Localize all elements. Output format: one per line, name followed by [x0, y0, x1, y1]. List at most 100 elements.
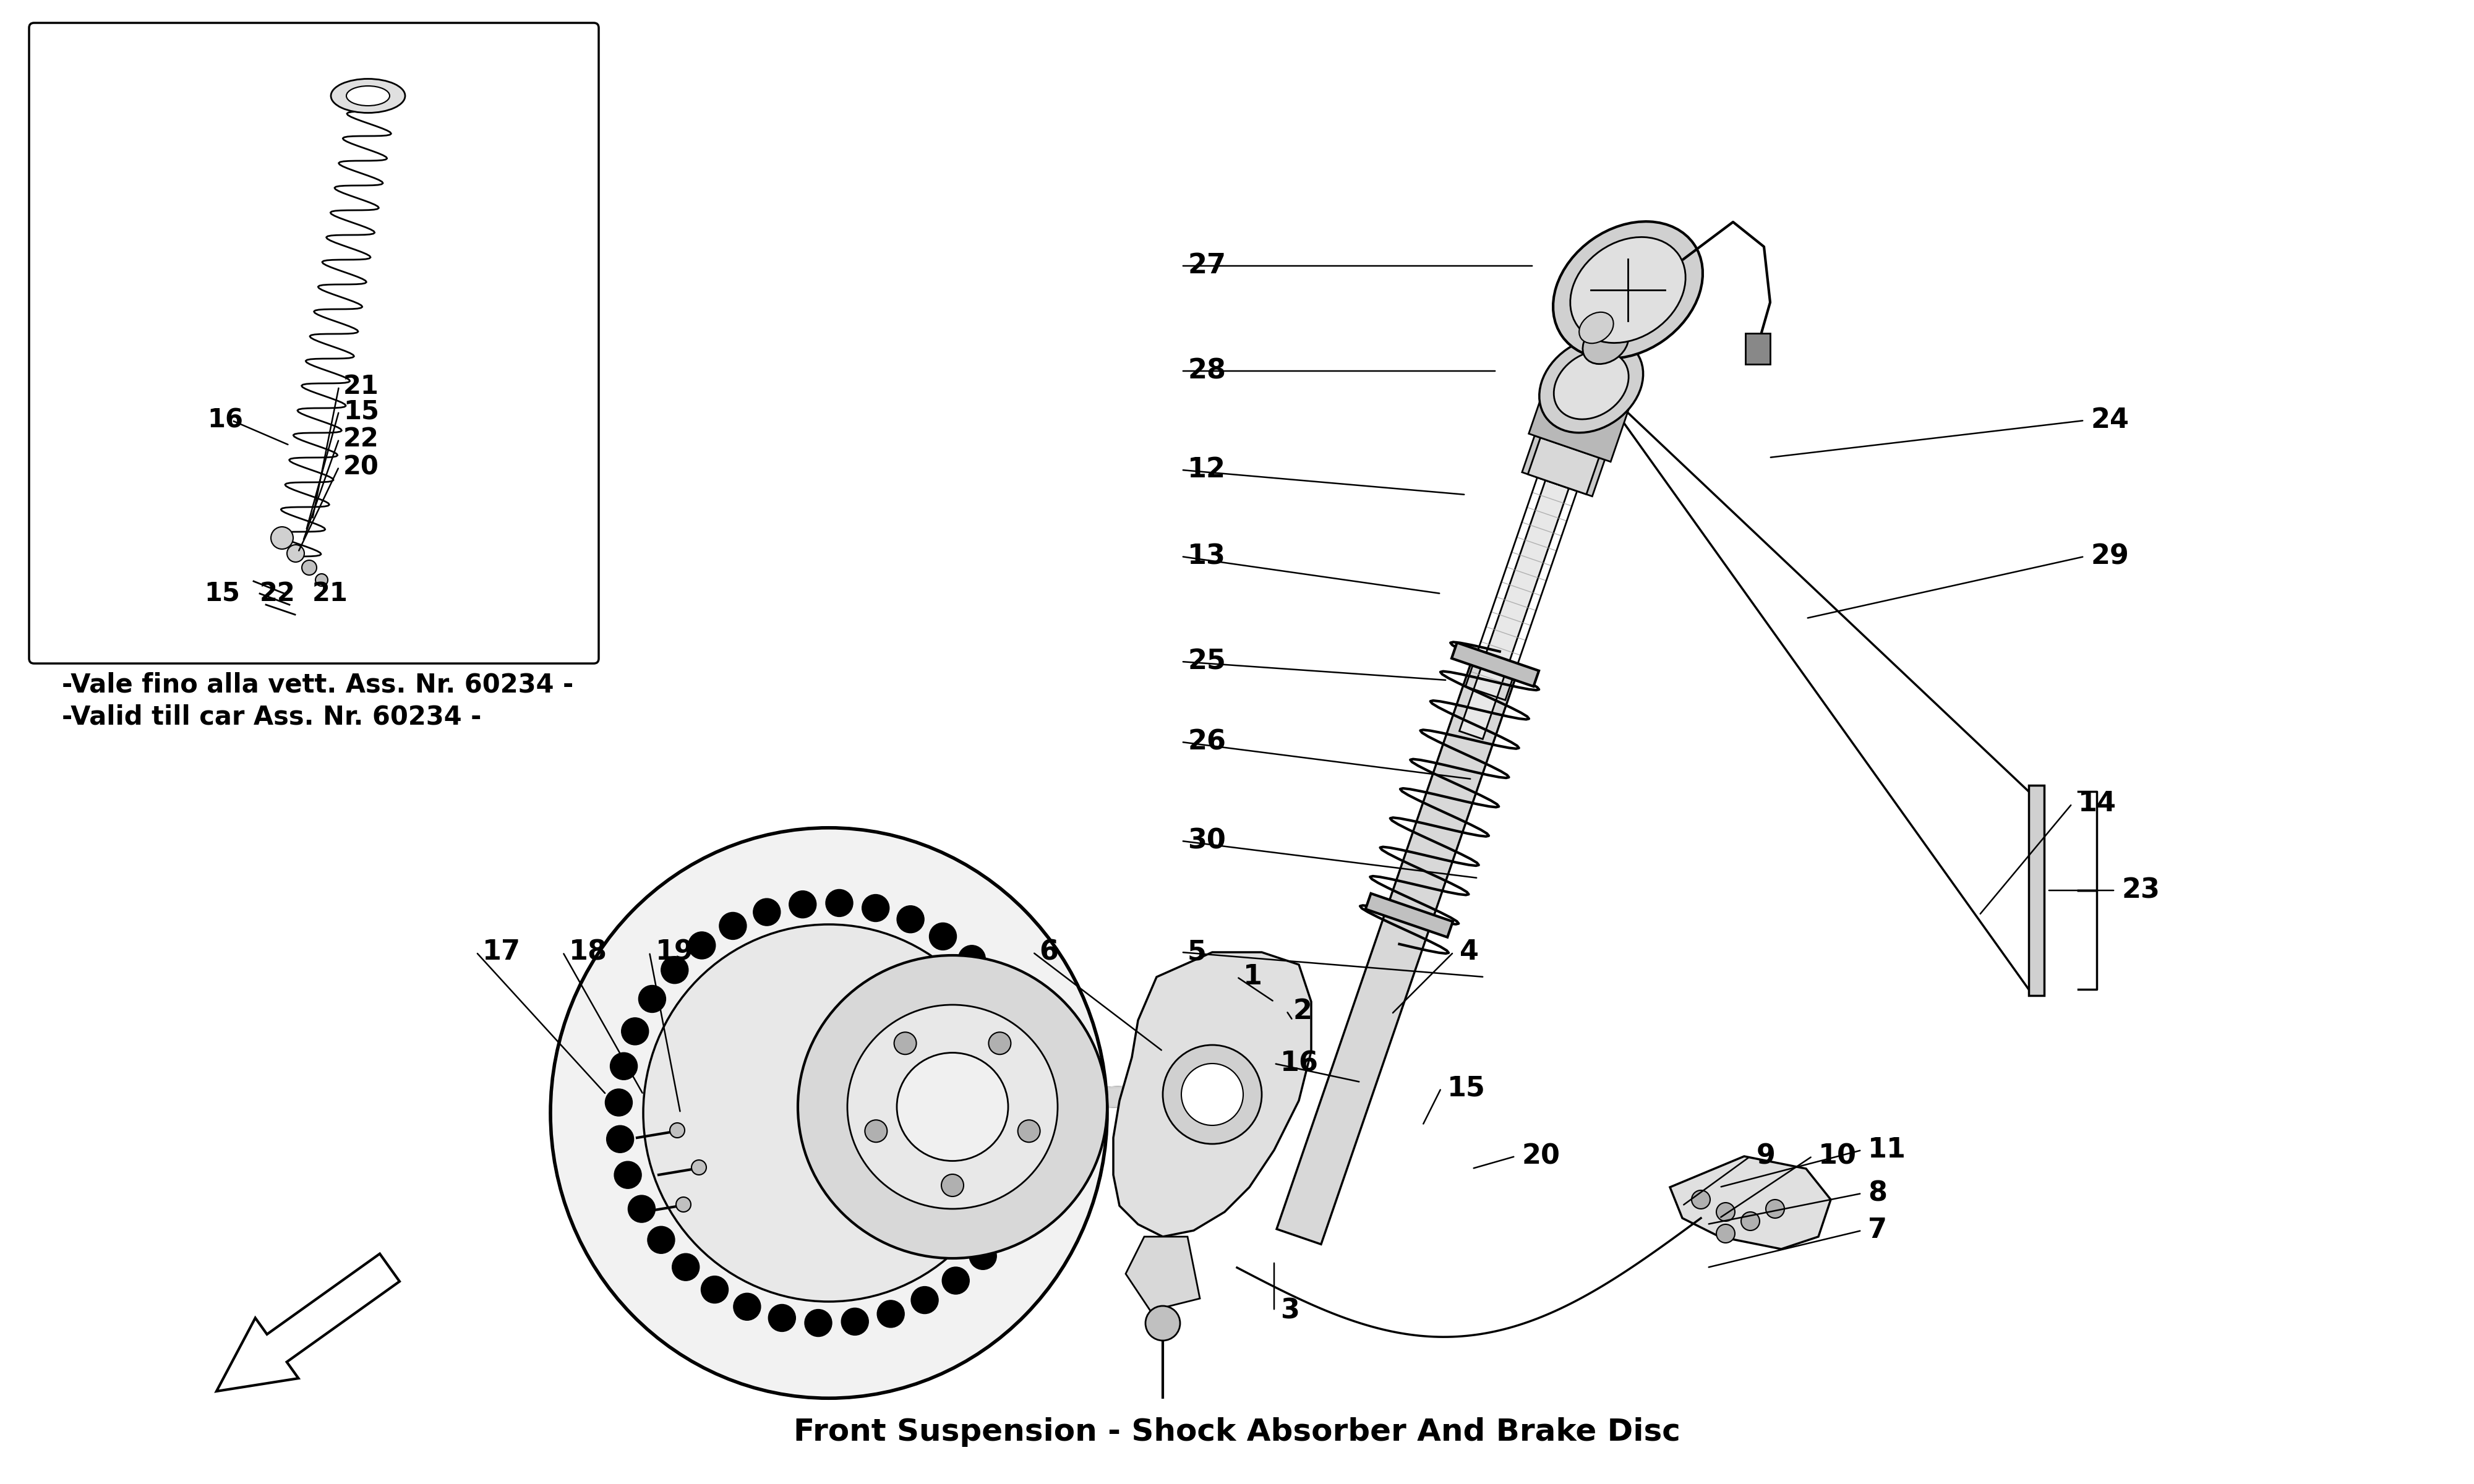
Circle shape [661, 956, 688, 984]
Ellipse shape [1539, 337, 1643, 433]
Text: 3: 3 [1282, 1297, 1299, 1324]
Text: 25: 25 [1188, 649, 1225, 675]
Text: 1: 1 [1244, 963, 1262, 990]
Text: 14: 14 [2078, 791, 2118, 818]
Circle shape [670, 1123, 685, 1138]
Text: 16: 16 [208, 408, 242, 433]
Circle shape [673, 1254, 700, 1281]
Text: 10: 10 [1818, 1143, 1856, 1169]
Text: 9: 9 [1757, 1143, 1776, 1169]
FancyArrow shape [218, 1254, 398, 1392]
Text: 29: 29 [2091, 543, 2128, 570]
Ellipse shape [896, 1052, 1009, 1160]
Text: 15: 15 [203, 580, 240, 607]
Circle shape [317, 574, 327, 586]
Circle shape [910, 1287, 938, 1313]
Ellipse shape [643, 925, 1014, 1301]
Polygon shape [1113, 953, 1311, 1236]
Circle shape [720, 913, 747, 939]
Text: 19: 19 [656, 939, 693, 966]
Circle shape [614, 1162, 641, 1189]
Text: 15: 15 [1447, 1074, 1484, 1101]
Text: Front Suspension - Shock Absorber And Brake Disc: Front Suspension - Shock Absorber And Br… [794, 1417, 1680, 1447]
Text: -Valid till car Ass. Nr. 60234 -: -Valid till car Ass. Nr. 60234 - [62, 705, 482, 730]
Text: 27: 27 [1188, 252, 1227, 279]
Ellipse shape [846, 1005, 1059, 1209]
Circle shape [1183, 1064, 1244, 1125]
Text: 20: 20 [344, 454, 379, 479]
Polygon shape [1366, 893, 1452, 938]
Polygon shape [1452, 643, 1539, 687]
Circle shape [688, 932, 715, 959]
Circle shape [898, 905, 925, 933]
Circle shape [1009, 1181, 1037, 1208]
Circle shape [1163, 1045, 1262, 1144]
Circle shape [648, 1226, 675, 1254]
Ellipse shape [797, 956, 1108, 1258]
Circle shape [940, 1174, 965, 1196]
Circle shape [606, 1089, 633, 1116]
Text: -Vale fino alla vett. Ass. Nr. 60234 -: -Vale fino alla vett. Ass. Nr. 60234 - [62, 672, 574, 697]
Circle shape [826, 889, 854, 917]
Text: 21: 21 [344, 374, 379, 399]
Circle shape [700, 1276, 727, 1303]
Circle shape [693, 1160, 708, 1175]
Text: 18: 18 [569, 939, 609, 966]
Circle shape [732, 1293, 760, 1321]
Circle shape [992, 1214, 1019, 1241]
Circle shape [1024, 1073, 1051, 1101]
Text: 24: 24 [2091, 407, 2128, 433]
Circle shape [272, 527, 294, 549]
Text: 30: 30 [1188, 828, 1225, 855]
Ellipse shape [1571, 237, 1685, 343]
Circle shape [1692, 1190, 1710, 1209]
Circle shape [957, 945, 985, 972]
Polygon shape [1529, 371, 1633, 462]
Circle shape [893, 1033, 915, 1055]
Text: 15: 15 [344, 398, 379, 424]
Circle shape [1024, 1110, 1051, 1137]
Circle shape [287, 545, 304, 562]
Text: 20: 20 [1522, 1143, 1561, 1169]
Polygon shape [1277, 654, 1519, 1244]
Polygon shape [1522, 436, 1606, 496]
Circle shape [866, 1120, 888, 1143]
Polygon shape [1126, 1236, 1200, 1310]
Circle shape [990, 1033, 1012, 1055]
Circle shape [628, 1195, 656, 1223]
Circle shape [606, 1125, 633, 1153]
Circle shape [1019, 1146, 1047, 1174]
Ellipse shape [1583, 322, 1628, 364]
Circle shape [1717, 1224, 1734, 1244]
Text: 11: 11 [1868, 1137, 1905, 1163]
Circle shape [1145, 1306, 1180, 1340]
Text: 5: 5 [1188, 939, 1207, 966]
Circle shape [943, 1267, 970, 1294]
Circle shape [982, 972, 1009, 1000]
Circle shape [302, 559, 317, 574]
Circle shape [1742, 1212, 1759, 1230]
Text: 23: 23 [2123, 877, 2160, 904]
Circle shape [675, 1198, 690, 1212]
Text: 22: 22 [260, 580, 294, 607]
Ellipse shape [1554, 350, 1628, 420]
Circle shape [638, 985, 666, 1012]
Ellipse shape [332, 79, 406, 113]
Circle shape [1017, 1120, 1039, 1143]
Text: 26: 26 [1188, 729, 1227, 755]
Circle shape [841, 1307, 868, 1336]
Text: 13: 13 [1188, 543, 1225, 570]
Text: 21: 21 [312, 580, 349, 607]
Circle shape [621, 1018, 648, 1045]
Text: 7: 7 [1868, 1217, 1888, 1244]
Circle shape [789, 890, 816, 919]
Text: 28: 28 [1188, 358, 1227, 384]
FancyBboxPatch shape [30, 22, 599, 663]
Ellipse shape [1578, 312, 1613, 343]
Text: 16: 16 [1282, 1051, 1319, 1077]
Polygon shape [1747, 334, 1771, 364]
Text: 22: 22 [344, 426, 379, 453]
Circle shape [769, 1304, 797, 1331]
Circle shape [611, 1052, 638, 1080]
Polygon shape [1460, 481, 1569, 739]
